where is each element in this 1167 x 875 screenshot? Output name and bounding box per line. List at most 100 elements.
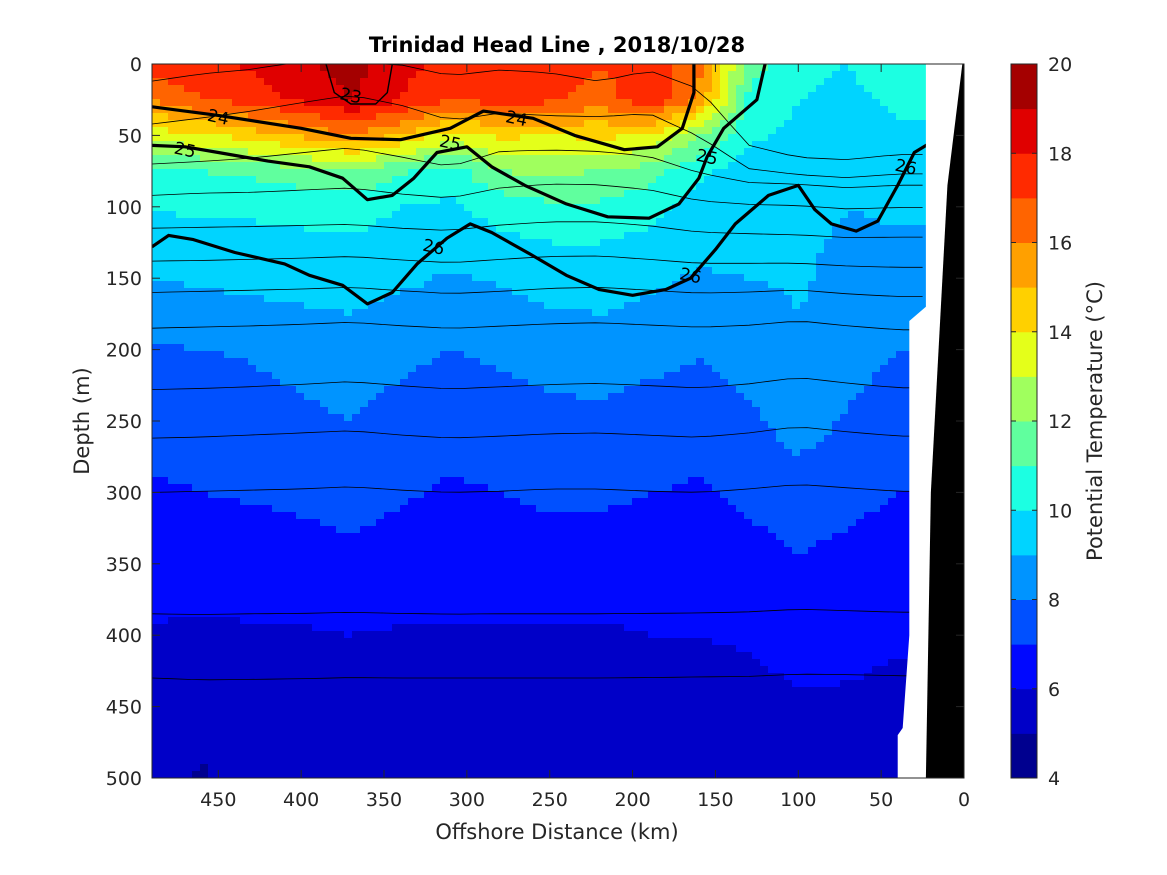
heat-cell [872,106,881,114]
heat-cell [824,232,833,240]
heat-cell [664,232,673,240]
heat-cell [648,113,657,121]
heat-cell [760,372,769,380]
heat-cell [680,344,689,352]
heat-cell [384,204,393,212]
heat-cell [312,400,321,408]
heat-cell [424,386,433,394]
heat-cell [512,106,521,114]
heat-cell [288,372,297,380]
heat-cell [408,183,417,191]
heat-cell [248,120,257,128]
heat-cell [672,92,681,100]
heat-cell [600,267,609,275]
heat-cell [152,267,161,275]
heat-cell [432,337,441,345]
heat-cell [424,78,433,86]
heat-cell [320,365,329,373]
heat-cell [504,169,513,177]
heat-cell [168,400,177,408]
heat-cell [800,316,809,324]
heat-cell [512,358,521,366]
heat-cell [488,78,497,86]
heat-cell [640,134,649,142]
heat-cell [440,365,449,373]
heat-cell [272,71,281,79]
heat-cell [768,253,777,261]
heat-cell [328,71,337,79]
heat-cell [864,148,873,156]
heat-cell [376,379,385,387]
heat-cell [272,288,281,296]
heat-cell [776,92,785,100]
heat-cell [504,246,513,254]
heat-cell [552,225,561,233]
heat-cell [392,379,401,387]
heat-cell [416,274,425,282]
heat-cell [752,162,761,170]
heat-cell [392,78,401,86]
heat-cell [832,225,841,233]
heat-cell [208,225,217,233]
heat-cell [344,267,353,275]
heat-cell [440,372,449,380]
heat-cell [328,92,337,100]
heat-cell [296,134,305,142]
heat-cell [552,316,561,324]
heat-cell [592,92,601,100]
heat-cell [312,204,321,212]
heat-cell [456,358,465,366]
heat-cell [616,351,625,359]
heat-cell [840,267,849,275]
heat-cell [728,295,737,303]
heat-cell [880,197,889,205]
heat-cell [296,274,305,282]
heat-cell [488,386,497,394]
heat-cell [448,323,457,331]
heat-cell [608,274,617,282]
heat-cell [528,64,537,72]
heat-cell [456,218,465,226]
heat-cell [760,323,769,331]
heat-cell [328,365,337,373]
heat-cell [240,386,249,394]
heat-cell [888,155,897,163]
heat-cell [808,148,817,156]
heat-cell [872,78,881,86]
heat-cell [208,218,217,226]
heat-cell [544,176,553,184]
heat-cell [400,155,409,163]
heat-cell [424,358,433,366]
heat-cell [648,141,657,149]
heat-cell [200,211,209,219]
heat-cell [392,246,401,254]
heat-cell [880,386,889,394]
heat-cell [528,120,537,128]
heat-cell [752,358,761,366]
heat-cell [736,85,745,93]
heat-cell [328,218,337,226]
heat-cell [248,64,257,72]
heat-cell [408,302,417,310]
heat-cell [904,288,913,296]
heat-cell [672,372,681,380]
heat-cell [632,183,641,191]
heat-cell [432,358,441,366]
heat-cell [224,99,233,107]
heat-cell [232,267,241,275]
heat-cell [232,358,241,366]
heat-cell [240,148,249,156]
heat-cell [232,78,241,86]
heat-cell [744,386,753,394]
heat-cell [824,134,833,142]
heat-cell [792,155,801,163]
heat-cell [488,85,497,93]
heat-cell [160,274,169,282]
heat-cell [568,351,577,359]
heat-cell [480,344,489,352]
heat-cell [736,330,745,338]
heat-cell [504,337,513,345]
heat-cell [880,141,889,149]
heat-cell [896,274,905,282]
heat-cell [856,120,865,128]
